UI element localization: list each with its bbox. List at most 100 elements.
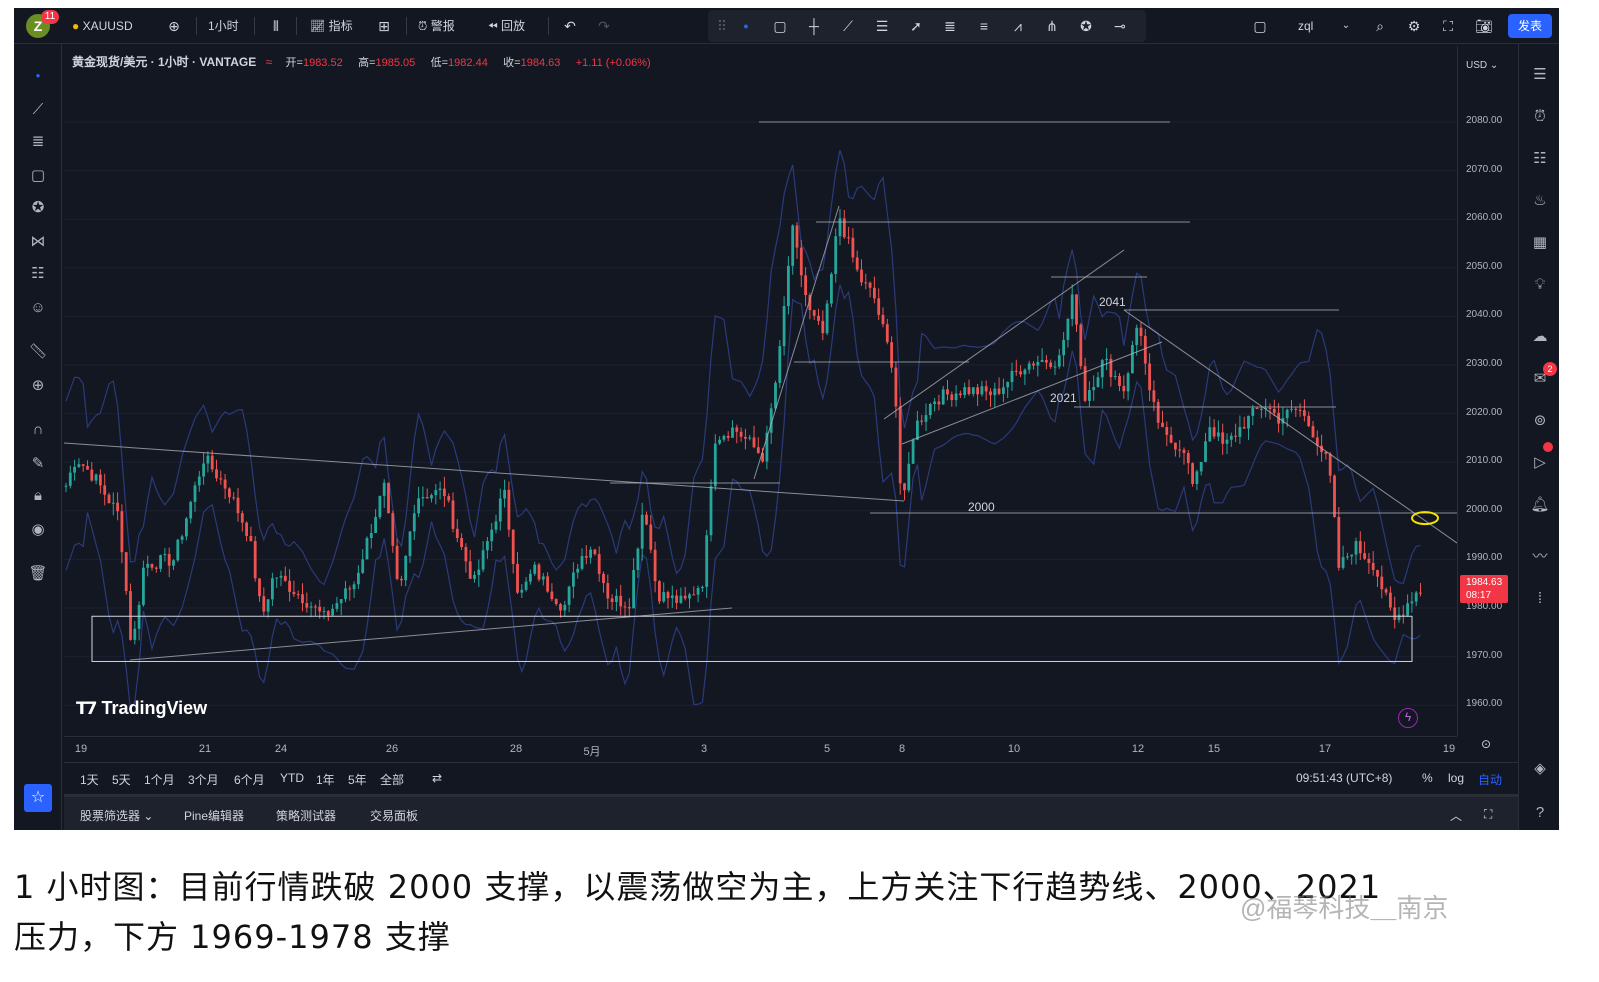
price-chart[interactable] (64, 46, 1457, 736)
interval-button[interactable]: 1小时 (208, 19, 239, 33)
tab-pine-editor[interactable]: Pine编辑器 (184, 809, 245, 823)
symbol-title[interactable]: 黄金现货/美元 · 1小时 · VANTAGE (72, 55, 257, 69)
notification-badge: 11 (41, 10, 59, 24)
symbol-search-button[interactable]: ● XAUUSD (72, 16, 133, 36)
log-toggle[interactable]: log (1448, 771, 1465, 785)
help-icon[interactable]: ? (1535, 804, 1545, 821)
candle-body (258, 578, 261, 597)
alert-button[interactable]: ⏰︎ 警报 (418, 16, 455, 36)
alerts-clock-icon[interactable]: ⏰︎ (1534, 108, 1546, 125)
eye-icon[interactable]: ◉ (31, 521, 45, 538)
range-button[interactable]: 5年 (348, 773, 367, 787)
messages-icon[interactable]: ✉ (1533, 370, 1547, 387)
range-button[interactable]: 全部 (380, 773, 405, 787)
pitchfork-icon[interactable]: ⋔ (1046, 18, 1058, 34)
trend-icon[interactable]: 〰 (1532, 548, 1548, 565)
layers-icon[interactable]: ◈ (1534, 760, 1546, 777)
candle-body (679, 595, 683, 603)
fib-icon[interactable]: ≣ (944, 18, 956, 34)
zoom-icon[interactable]: ⊕ (31, 377, 45, 394)
range-button[interactable]: 1天 (80, 773, 99, 787)
tab-stock-screener[interactable]: 股票筛选器 ⌄ (80, 807, 153, 824)
dot-icon[interactable]: ● (743, 21, 749, 31)
range-button[interactable]: 5天 (112, 773, 131, 787)
currency-selector[interactable]: USD ⌄ (1466, 60, 1499, 71)
calendar-icon[interactable]: ▦ (1532, 234, 1548, 251)
camera-icon[interactable]: 📷︎ (1475, 18, 1493, 34)
trash-icon[interactable]: 🗑︎ (28, 565, 48, 582)
messages-badge: 2 (1543, 362, 1557, 376)
parallel-lines-icon[interactable]: ☰ (875, 18, 889, 34)
shapes-tool-icon[interactable]: ▢ (30, 167, 46, 184)
tab-trading-panel[interactable]: 交易面板 (370, 809, 419, 823)
candle-body (365, 538, 369, 560)
candle-type-icon[interactable]: ⫴ (273, 18, 279, 34)
forecast-tool-icon[interactable]: ☷ (31, 265, 45, 282)
collapse-chevron-icon[interactable]: ︿ (1450, 809, 1463, 823)
lightning-icon[interactable]: ϟ (1398, 708, 1418, 728)
gear-icon[interactable]: ⚙ (1407, 18, 1421, 34)
square-icon[interactable]: ▢ (1253, 18, 1267, 34)
fib-levels-icon[interactable]: ≡ (979, 18, 989, 34)
time-tick-label: 28 (509, 743, 523, 755)
indicators-button[interactable]: 📈︎ 指标 (310, 16, 353, 36)
candle-body (206, 455, 210, 464)
ruler-icon[interactable]: 📏︎ (28, 343, 48, 360)
fullscreen-icon[interactable]: ⛶ (1443, 18, 1453, 34)
redo-icon[interactable]: ↷ (598, 18, 610, 34)
price-axis[interactable]: USD ⌄ 2080.00 2070.00 2060.00 2050.00 2040.0… (1457, 46, 1517, 736)
tab-strategy-tester[interactable]: 策略测试器 (276, 809, 337, 823)
pattern-tool-icon[interactable]: ⋈ (30, 233, 46, 250)
candle-body (1105, 358, 1108, 361)
streams-icon[interactable]: ▷ (1534, 454, 1546, 471)
publish-button[interactable]: 发表 (1508, 14, 1552, 38)
percent-toggle[interactable]: % (1422, 771, 1433, 785)
range-button[interactable]: 6个月 (234, 773, 265, 787)
chevron-down-icon[interactable]: ⌄ (1341, 20, 1351, 31)
dom-icon[interactable]: ⁞ (1537, 590, 1543, 607)
hotlist-icon[interactable]: ♨ (1533, 192, 1547, 209)
range-button[interactable]: 1年 (316, 773, 335, 787)
annotation-star-icon[interactable]: ✪ (31, 199, 45, 216)
rectangle-tool-icon[interactable]: ▢ (773, 18, 787, 34)
auto-toggle[interactable]: 自动 (1478, 773, 1503, 787)
chat-icon[interactable]: ☁ (1532, 328, 1548, 345)
time-axis[interactable]: 19 21 24 26 28 5月 3 5 8 10 12 15 17 19 (64, 736, 1457, 762)
fib-tool-icon[interactable]: ≣ (31, 133, 45, 150)
layout-grid-icon[interactable]: ⊞ (378, 18, 390, 34)
news-icon[interactable]: ☷ (1533, 150, 1547, 167)
watchlist-star-button[interactable]: ☆ (24, 784, 52, 812)
change-value: +1.11 (+0.06%) (575, 57, 651, 69)
notification-bell-icon[interactable]: 🔔︎ (1530, 496, 1550, 513)
cursor-icon[interactable]: ➚ (910, 18, 922, 34)
drawn-trendline (901, 341, 1163, 445)
range-button[interactable]: 3个月 (188, 773, 219, 787)
magnet-icon[interactable]: ∩ (32, 421, 44, 438)
trendline-tool-icon[interactable]: ⟋ (32, 101, 44, 118)
trendline-icon[interactable]: ⟋ (843, 18, 853, 34)
lock-icon[interactable]: 🔒︎ (34, 487, 42, 504)
indicator-wave-icon[interactable]: ≈ (265, 55, 273, 69)
drag-handle-icon[interactable]: ⠿ (716, 18, 728, 34)
emoji-icon[interactable]: ☺ (30, 299, 46, 316)
pencil-lock-icon[interactable]: ✎ (31, 455, 45, 472)
watchlist-icon[interactable]: ☰ (1533, 66, 1547, 83)
broadcast-icon[interactable]: ⊚ (1533, 412, 1547, 429)
ideas-bulb-icon[interactable]: 💡︎ (1534, 276, 1546, 293)
search-icon[interactable]: ⌕ (1376, 18, 1384, 34)
pattern-icon[interactable]: ⩘ (1014, 18, 1022, 34)
time-axis-settings-icon[interactable]: ⊙ (1480, 737, 1492, 751)
layout-name[interactable]: zql (1298, 19, 1314, 33)
undo-icon[interactable]: ↶ (564, 18, 576, 34)
range-button[interactable]: YTD (280, 771, 304, 785)
range-button[interactable]: 1个月 (144, 773, 175, 787)
clock-label[interactable]: 09:51:43 (UTC+8) (1296, 771, 1393, 785)
measure-icon[interactable]: ⊸ (1114, 18, 1126, 34)
maximize-panel-icon[interactable]: ⛶ (1484, 807, 1493, 821)
favorite-star-icon[interactable]: ✪ (1080, 18, 1092, 34)
crosshair-dot-icon[interactable]: ● (35, 71, 41, 80)
add-symbol-icon[interactable]: ⊕ (168, 18, 180, 34)
goto-date-icon[interactable]: ⇄ (432, 771, 443, 785)
vertical-line-icon[interactable]: ┼ (809, 18, 819, 34)
replay-button[interactable]: ⏪︎ 回放 (488, 16, 525, 36)
